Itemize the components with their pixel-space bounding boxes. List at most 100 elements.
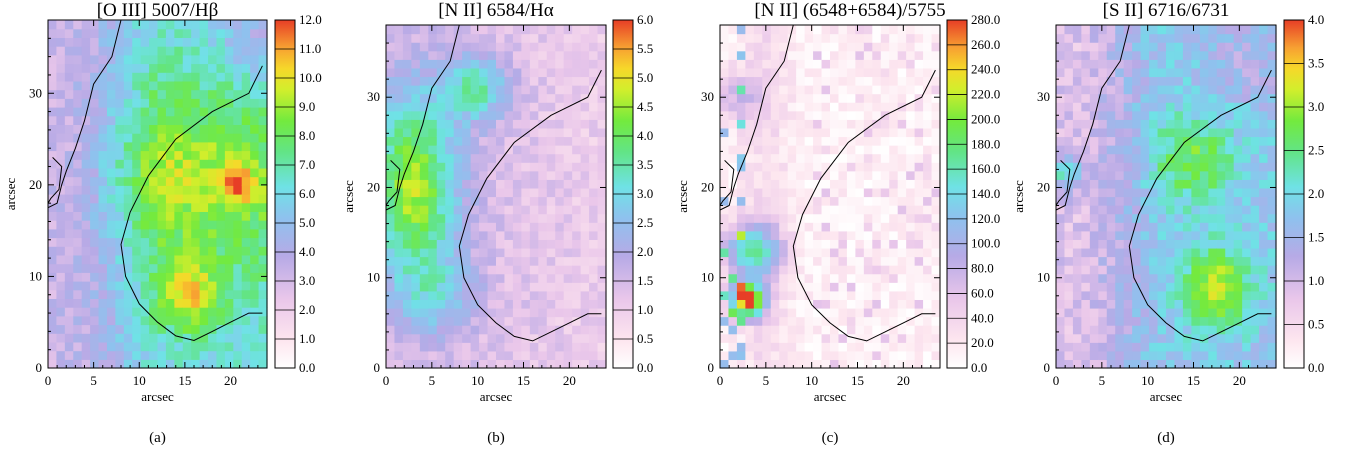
heatmap-cell bbox=[411, 256, 421, 266]
heatmap-cell bbox=[224, 115, 234, 125]
heatmap-cell bbox=[453, 333, 463, 343]
heatmap-cell bbox=[521, 50, 531, 60]
heatmap-cell bbox=[250, 298, 260, 308]
heatmap-cell bbox=[445, 333, 455, 343]
heatmap-cell bbox=[115, 350, 125, 360]
heatmap-cell bbox=[1191, 325, 1201, 335]
heatmap-cell bbox=[589, 170, 599, 180]
heatmap-cell bbox=[149, 37, 159, 47]
heatmap-cell bbox=[855, 187, 865, 198]
heatmap-cell bbox=[132, 220, 142, 230]
heatmap-cell bbox=[436, 102, 446, 112]
heatmap-cell bbox=[386, 93, 396, 103]
heatmap-cell bbox=[106, 185, 116, 195]
heatmap-cell bbox=[1250, 325, 1260, 335]
heatmap-cell bbox=[1250, 239, 1260, 249]
heatmap-cell bbox=[872, 59, 882, 69]
heatmap-cell bbox=[897, 76, 907, 86]
heatmap-cell bbox=[56, 254, 66, 265]
heatmap-cell bbox=[470, 33, 480, 43]
heatmap-cell bbox=[931, 350, 941, 361]
heatmap-cell bbox=[411, 187, 421, 198]
heatmap-cell bbox=[728, 93, 738, 103]
heatmap-cell bbox=[736, 50, 746, 60]
heatmap-cell bbox=[98, 124, 108, 134]
heatmap-cell bbox=[555, 222, 565, 232]
heatmap-cell bbox=[462, 265, 472, 275]
heatmap-cell bbox=[1174, 239, 1184, 249]
heatmap-cell bbox=[98, 80, 108, 91]
heatmap-cell bbox=[1106, 67, 1116, 78]
heatmap-cell bbox=[216, 167, 226, 178]
heatmap-cell bbox=[394, 247, 404, 258]
heatmap-cell bbox=[504, 247, 514, 258]
heatmap-cell bbox=[753, 136, 763, 146]
heatmap-cell bbox=[1089, 205, 1099, 215]
colorbar-tick-label: 10.0 bbox=[299, 70, 322, 85]
heatmap-cell bbox=[1056, 196, 1066, 206]
heatmap-cell bbox=[880, 67, 890, 78]
heatmap-cell bbox=[889, 136, 899, 146]
heatmap-cell bbox=[428, 290, 438, 300]
heatmap-cell bbox=[521, 25, 531, 35]
heatmap-cell bbox=[1157, 213, 1167, 223]
heatmap-cell bbox=[753, 299, 763, 309]
heatmap-cell bbox=[736, 59, 746, 69]
heatmap-cell bbox=[140, 98, 150, 108]
heatmap-cell bbox=[1149, 247, 1159, 258]
heatmap-cell bbox=[445, 325, 455, 335]
heatmap-cell bbox=[1174, 213, 1184, 223]
heatmap-cell bbox=[846, 350, 856, 361]
heatmap-cell bbox=[453, 247, 463, 258]
heatmap-cell bbox=[838, 110, 848, 120]
heatmap-cell bbox=[804, 325, 814, 335]
heatmap-cell bbox=[428, 187, 438, 198]
heatmap-cell bbox=[1259, 179, 1269, 189]
heatmap-cell bbox=[182, 228, 192, 239]
heatmap-cell bbox=[174, 141, 184, 152]
heatmap-cell bbox=[563, 187, 573, 198]
heatmap-cell bbox=[821, 136, 831, 146]
heatmap-cell bbox=[191, 194, 201, 204]
heatmap-cell bbox=[48, 272, 58, 282]
heatmap-cell bbox=[1174, 67, 1184, 78]
heatmap-cell bbox=[453, 325, 463, 335]
heatmap-cell bbox=[580, 290, 590, 300]
heatmap-cell bbox=[1259, 299, 1269, 309]
heatmap-cell bbox=[728, 162, 738, 172]
heatmap-cell bbox=[123, 359, 133, 369]
heatmap-cell bbox=[813, 136, 823, 146]
heatmap-cell bbox=[563, 145, 573, 155]
heatmap-cell bbox=[479, 33, 489, 43]
heatmap-cell bbox=[923, 110, 933, 120]
heatmap-cell bbox=[81, 202, 91, 212]
heatmap-cell bbox=[863, 136, 873, 146]
heatmap-cell bbox=[521, 170, 531, 180]
colorbar-tick-label: 260.0 bbox=[971, 37, 1000, 52]
heatmap-cell bbox=[98, 341, 108, 352]
heatmap-cell bbox=[258, 289, 268, 299]
heatmap-cell bbox=[1106, 205, 1116, 215]
heatmap-cell bbox=[436, 76, 446, 86]
heatmap-cell bbox=[149, 28, 159, 38]
heatmap-cell bbox=[1106, 273, 1116, 283]
heatmap-cell bbox=[462, 162, 472, 172]
heatmap-cell bbox=[394, 350, 404, 361]
heatmap-cell bbox=[1089, 282, 1099, 292]
heatmap-cell bbox=[521, 247, 531, 258]
heatmap-cell bbox=[813, 170, 823, 180]
heatmap-cell bbox=[64, 98, 74, 108]
heatmap-cell bbox=[1174, 325, 1184, 335]
heatmap-cell bbox=[199, 211, 209, 221]
heatmap-cell bbox=[1140, 145, 1150, 155]
heatmap-cell bbox=[1191, 230, 1201, 240]
heatmap-cell bbox=[216, 263, 226, 273]
heatmap-cell bbox=[1123, 42, 1133, 52]
heatmap-cell bbox=[241, 246, 251, 256]
heatmap-cell bbox=[1064, 359, 1074, 369]
heatmap-cell bbox=[174, 194, 184, 204]
heatmap-cell bbox=[394, 205, 404, 215]
heatmap-cell bbox=[1267, 162, 1277, 172]
heatmap-cell bbox=[796, 59, 806, 69]
heatmap-cell bbox=[479, 265, 489, 275]
